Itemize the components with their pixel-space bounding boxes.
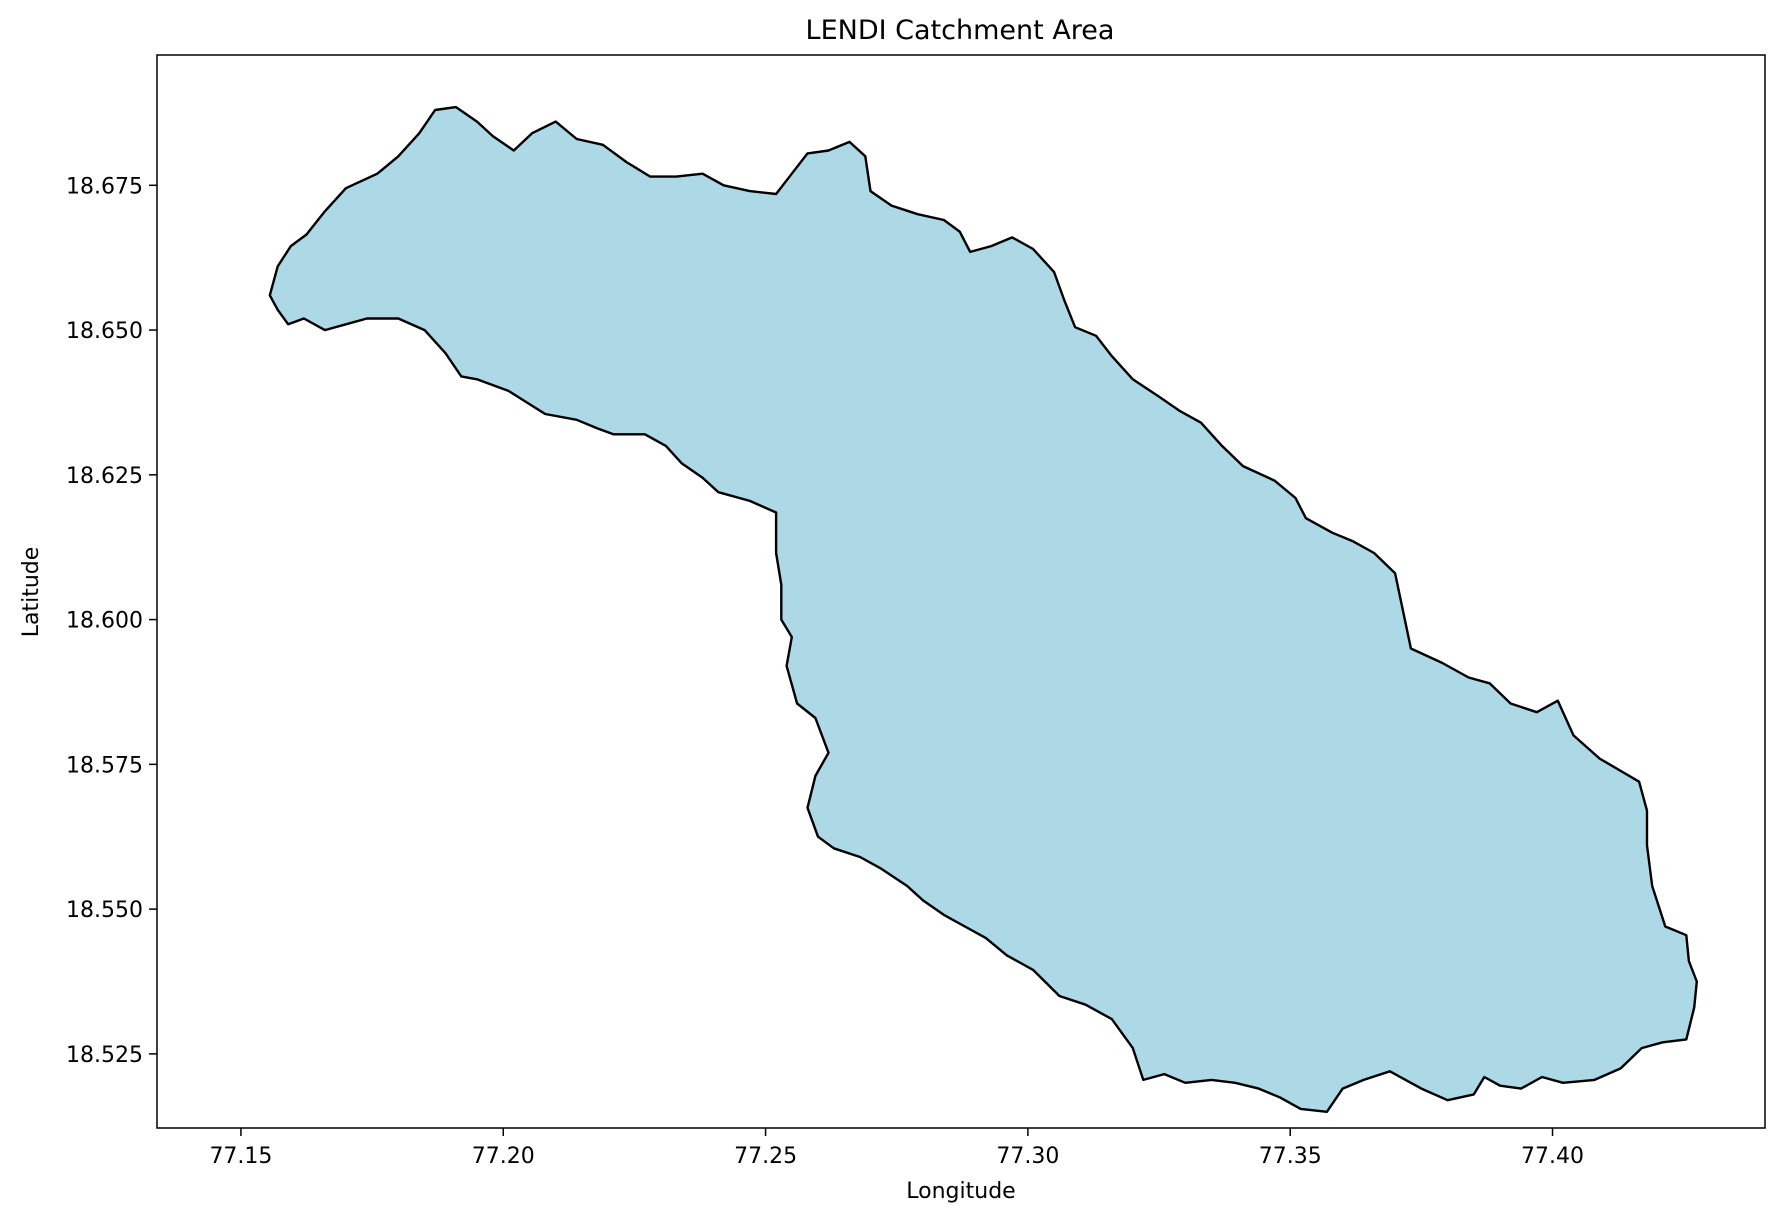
x-axis: 77.15 77.20 77.25 77.30 77.35 77.40	[209, 1128, 1584, 1169]
y-tick-label: 18.525	[66, 1043, 143, 1068]
x-tick-label: 77.25	[734, 1144, 797, 1169]
axes-frame	[156, 54, 1766, 1129]
y-tick-label: 18.675	[66, 174, 143, 199]
x-tick-label: 77.30	[996, 1144, 1059, 1169]
x-tick-label: 77.20	[472, 1144, 535, 1169]
y-tick-label: 18.650	[66, 319, 143, 344]
x-tick-label: 77.40	[1521, 1144, 1584, 1169]
y-axis-label: Latitude	[19, 547, 44, 638]
catchment-polygon	[268, 105, 1698, 1113]
y-tick-label: 18.550	[66, 898, 143, 923]
chart-title: LENDI Catchment Area	[806, 15, 1115, 46]
x-tick-label: 77.15	[209, 1144, 272, 1169]
x-tick-label: 77.35	[1259, 1144, 1322, 1169]
y-axis: 18.525 18.550 18.575 18.600 18.625 18.650 18.6…	[66, 174, 157, 1068]
y-tick-label: 18.625	[66, 464, 143, 489]
x-axis-label: Longitude	[906, 1179, 1015, 1204]
y-tick-label: 18.600	[66, 609, 143, 634]
y-tick-label: 18.575	[66, 753, 143, 778]
plot-area	[156, 54, 1766, 1129]
